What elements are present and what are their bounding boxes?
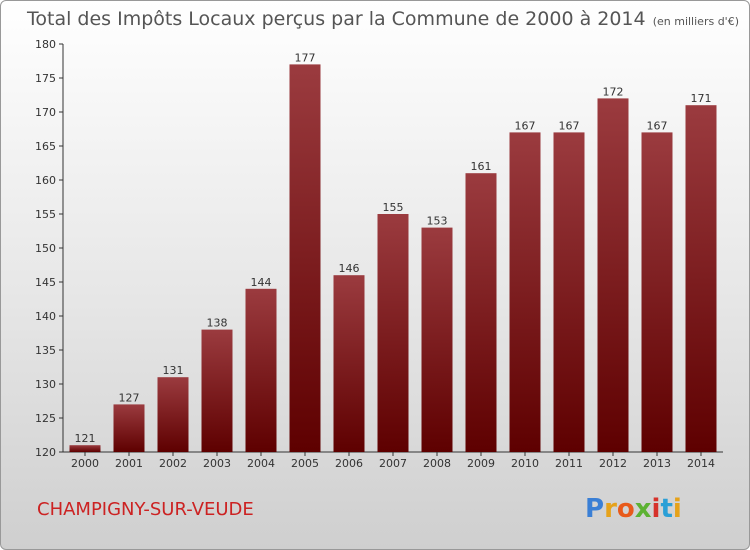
value-label: 167 (647, 119, 668, 132)
value-label: 177 (295, 51, 316, 64)
value-label: 161 (471, 160, 492, 173)
y-tick-label: 125 (35, 412, 56, 425)
value-label: 138 (207, 317, 228, 330)
x-tick-label: 2010 (511, 457, 539, 470)
y-tick-label: 180 (35, 38, 56, 51)
y-tick-label: 160 (35, 174, 56, 187)
axes: 120 125 130 135 140 145 150 155 160 165 170 175 180 2… (35, 38, 723, 470)
value-labels: 121 127 131 138 144 177 146 155 153 161 167 167 172 1… (75, 51, 712, 445)
bar (553, 132, 585, 452)
bar (69, 445, 101, 452)
y-tick-label: 165 (35, 140, 56, 153)
x-tick-label: 2007 (379, 457, 407, 470)
x-tick-label: 2009 (467, 457, 495, 470)
bar (289, 64, 321, 453)
y-tick-label: 120 (35, 446, 56, 459)
commune-name: CHAMPIGNY-SUR-VEUDE (37, 499, 254, 520)
value-label: 153 (427, 215, 448, 228)
bar (641, 132, 673, 452)
x-tick-label: 2004 (247, 457, 275, 470)
x-tick-label: 2000 (71, 457, 99, 470)
brand-letter: P (585, 494, 604, 524)
x-tick-label: 2003 (203, 457, 231, 470)
value-label: 167 (515, 119, 536, 132)
value-label: 172 (603, 85, 624, 98)
x-tick-label: 2011 (555, 457, 583, 470)
value-label: 146 (339, 262, 360, 275)
bar (377, 214, 409, 452)
value-label: 167 (559, 119, 580, 132)
x-tick-label: 2014 (687, 457, 715, 470)
y-tick-label: 170 (35, 106, 56, 119)
y-tick-label: 140 (35, 310, 56, 323)
x-tick-label: 2006 (335, 457, 363, 470)
y-tick-label: 150 (35, 242, 56, 255)
y-tick-label: 135 (35, 344, 56, 357)
bar (157, 377, 189, 452)
brand-letter: r (604, 494, 617, 524)
x-tick-label: 2005 (291, 457, 319, 470)
y-tick-label: 130 (35, 378, 56, 391)
bar (201, 329, 233, 452)
x-tick-label: 2001 (115, 457, 143, 470)
y-tick-label: 145 (35, 276, 56, 289)
bars (69, 64, 717, 453)
bar (465, 173, 497, 452)
value-label: 171 (691, 92, 712, 105)
bar (597, 98, 629, 453)
y-tick-label: 155 (35, 208, 56, 221)
chart-unit: (en milliers d'€) (653, 15, 739, 28)
brand-letter: t (660, 494, 672, 524)
brand-letter: o (617, 494, 635, 524)
y-tick-label: 175 (35, 72, 56, 85)
x-tick-label: 2012 (599, 457, 627, 470)
brand-letter: i (673, 494, 682, 524)
proxiti-logo: Proxiti (585, 494, 682, 524)
x-tick-label: 2002 (159, 457, 187, 470)
brand-text: Proxiti (585, 494, 682, 524)
bar (113, 404, 145, 452)
bar (333, 275, 365, 452)
bar (509, 132, 541, 452)
brand-letter: x (635, 494, 652, 524)
bar (245, 288, 277, 452)
value-label: 127 (119, 391, 140, 404)
chart-title: Total des Impôts Locaux perçus par la Co… (26, 8, 646, 30)
bar (421, 227, 453, 452)
value-label: 144 (251, 276, 272, 289)
bar (685, 105, 717, 452)
svg-text:Total des Impôts Locaux perçus: Total des Impôts Locaux perçus par la Co… (26, 8, 739, 30)
value-label: 155 (383, 201, 404, 214)
value-label: 121 (75, 432, 96, 445)
x-tick-label: 2008 (423, 457, 451, 470)
brand-letter: i (652, 494, 661, 524)
x-tick-label: 2013 (643, 457, 671, 470)
value-label: 131 (163, 364, 184, 377)
